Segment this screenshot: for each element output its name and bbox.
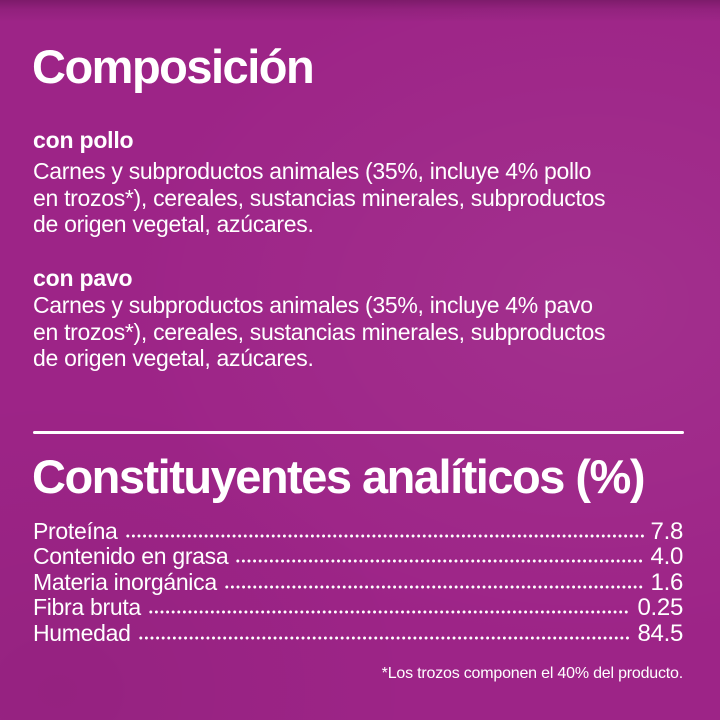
section-divider-rule [33, 431, 684, 434]
variant-heading-pavo: con pavo [33, 265, 133, 291]
ingredients-pollo-line-1: Carnes y subproductos animales (35%, inc… [33, 158, 592, 184]
analyte-label: Humedad [33, 619, 131, 646]
analyte-label: Fibra bruta [33, 594, 141, 621]
ingredients-pavo-line-2: en trozos*), cereales, sustancias minera… [33, 318, 606, 345]
composition-title: Composición [32, 40, 315, 93]
ingredients-pavo-line-3: de origen vegetal, azúcares. [33, 345, 314, 371]
ingredients-pavo: Carnes y subproductos animales (35%, inc… [33, 292, 606, 372]
analyte-label: Materia inorgánica [33, 568, 217, 595]
analyte-value: 0.25 [637, 594, 683, 622]
analytical-constituents-title: Constituyentes analíticos (%) [32, 450, 646, 503]
analyte-value: 1.6 [650, 568, 684, 596]
dot-leader [147, 609, 631, 616]
ingredients-pollo-line-3: de origen vegetal, azúcares. [33, 211, 314, 237]
dot-leader [223, 583, 644, 590]
analyte-label: Proteína [33, 518, 118, 544]
analyte-value: 7.8 [650, 518, 684, 545]
analyte-row-humedad: Humedad 84.5 [33, 619, 683, 647]
ingredients-pavo-line-1: Carnes y subproductos animales (35%, inc… [33, 292, 593, 318]
ingredients-pollo-line-2: en trozos*), cereales, sustancias minera… [33, 184, 606, 211]
analyte-value: 4.0 [650, 543, 684, 571]
analyte-row-fibra-bruta: Fibra bruta 0.25 [33, 594, 683, 622]
analyte-value: 84.5 [637, 619, 683, 647]
analyte-row-materia-inorganica: Materia inorgánica 1.6 [33, 568, 684, 596]
analyte-label: Contenido en grasa [33, 543, 229, 570]
chunks-footnote: *Los trozos componen el 40% del producto… [381, 665, 684, 682]
ingredients-pollo: Carnes y subproductos animales (35%, inc… [33, 158, 606, 238]
analyte-row-grasa: Contenido en grasa 4.0 [33, 543, 684, 571]
analyte-row-proteina: Proteína 7.8 [33, 518, 684, 545]
dot-leader [235, 558, 644, 565]
analytical-constituents-list: Proteína 7.8 Contenido en grasa 4.0 Mate… [33, 518, 684, 647]
dot-leader [124, 533, 644, 539]
dot-leader [137, 634, 631, 641]
variant-heading-pollo: con pollo [33, 127, 134, 153]
